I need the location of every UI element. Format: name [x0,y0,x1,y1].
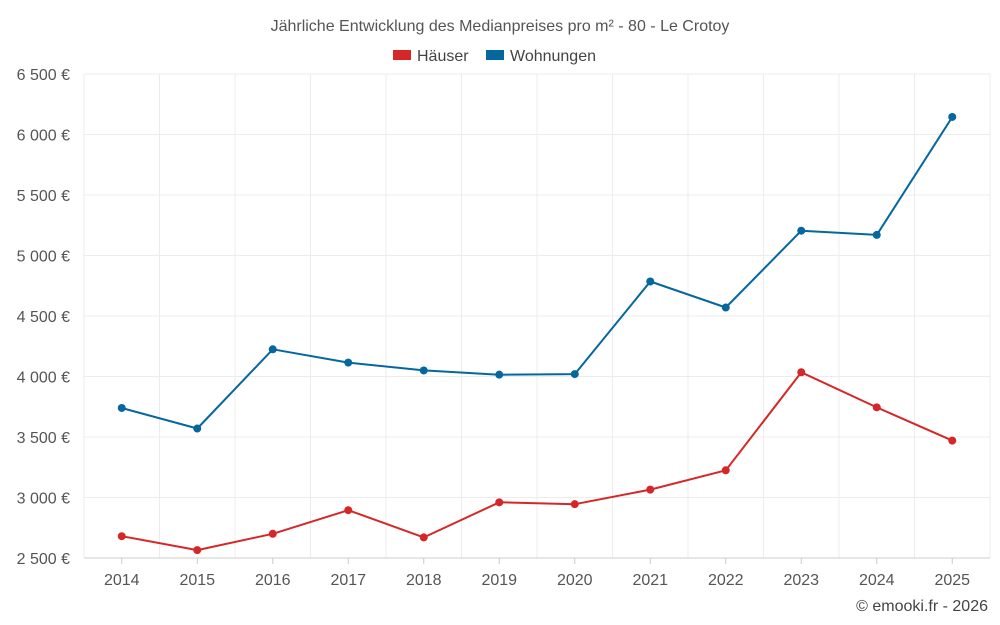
data-point-wohnungen[interactable] [495,370,504,379]
data-point-haeuser[interactable] [495,498,504,507]
data-point-haeuser[interactable] [872,403,881,412]
data-point-haeuser[interactable] [797,368,806,377]
data-point-wohnungen[interactable] [948,112,957,121]
series-line-haeuser [121,371,953,552]
legend-swatch-wohnungen [486,50,504,60]
data-point-haeuser[interactable] [948,436,957,445]
data-point-haeuser[interactable] [721,466,730,475]
data-point-haeuser[interactable] [193,546,202,555]
credit-text: © emooki.fr - 2026 [856,598,988,615]
y-tick-label: 4 000 € [17,370,70,387]
legend-item-wohnungen[interactable]: Wohnungen [486,48,596,65]
y-tick-label: 5 500 € [17,188,70,205]
data-point-haeuser[interactable] [570,500,579,509]
x-tick-label: 2023 [783,572,819,589]
legend: Häuser Wohnungen [393,48,596,65]
data-point-haeuser[interactable] [419,533,428,542]
x-tick-label: 2016 [255,572,291,589]
x-tick-label: 2020 [557,572,593,589]
y-axis: 2 500 € 3 000 € 3 500 € 4 000 € 4 500 € 5 000… [17,67,70,568]
y-tick-label: 2 500 € [17,551,70,568]
series-line-wohnungen [121,116,954,430]
y-tick-label: 5 000 € [17,249,70,266]
x-tick-label: 2022 [708,572,744,589]
data-point-wohnungen[interactable] [797,226,806,235]
data-point-wohnungen[interactable] [646,277,655,286]
x-tick-label: 2017 [330,572,366,589]
y-tick-label: 3 500 € [17,430,70,447]
x-tick-label: 2018 [406,572,442,589]
data-point-haeuser[interactable] [117,532,126,541]
data-point-haeuser[interactable] [646,485,655,494]
chart-title: Jährliche Entwicklung des Medianpreises … [271,18,730,35]
y-tick-label: 3 000 € [17,491,70,508]
legend-label-haeuser: Häuser [417,48,469,65]
grid [83,73,991,559]
data-point-wohnungen[interactable] [570,370,579,379]
x-tick-label: 2019 [481,572,517,589]
data-point-haeuser[interactable] [344,506,353,515]
series-layer [117,112,957,555]
x-tick-label: 2015 [179,572,215,589]
data-point-wohnungen[interactable] [721,303,730,312]
data-point-wohnungen[interactable] [268,345,277,354]
data-point-wohnungen[interactable] [344,358,353,367]
y-tick-label: 6 500 € [17,67,70,84]
data-point-wohnungen[interactable] [117,403,126,412]
data-point-wohnungen[interactable] [872,230,881,239]
x-tick-label: 2024 [859,572,895,589]
legend-item-haeuser[interactable]: Häuser [393,48,469,65]
y-tick-label: 4 500 € [17,309,70,326]
x-tick-label: 2025 [934,572,970,589]
legend-label-wohnungen: Wohnungen [510,48,596,65]
y-tick-label: 6 000 € [17,128,70,145]
x-axis: 2014 2015 2016 2017 2018 2019 2020 2021 2022 2023… [84,557,990,589]
legend-swatch-haeuser [393,50,411,60]
data-point-haeuser[interactable] [268,529,277,538]
data-point-wohnungen[interactable] [419,366,428,375]
data-point-wohnungen[interactable] [193,424,202,433]
x-tick-label: 2021 [632,572,668,589]
x-tick-label: 2014 [104,572,140,589]
